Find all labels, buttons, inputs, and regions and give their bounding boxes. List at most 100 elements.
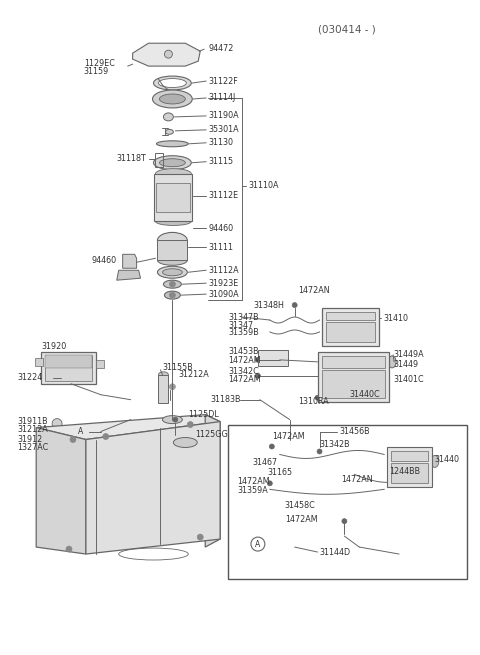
Circle shape — [53, 438, 61, 445]
Ellipse shape — [431, 455, 439, 468]
Circle shape — [342, 519, 347, 523]
Text: 31111: 31111 — [208, 243, 233, 252]
Text: A: A — [78, 427, 84, 436]
Ellipse shape — [166, 129, 173, 134]
Text: 31130: 31130 — [208, 138, 233, 147]
Circle shape — [66, 546, 72, 552]
Circle shape — [173, 417, 178, 422]
Circle shape — [169, 292, 175, 298]
Text: 1125GG: 1125GG — [195, 430, 228, 439]
Text: 31410: 31410 — [383, 314, 408, 322]
Polygon shape — [123, 254, 137, 269]
Text: 31110A: 31110A — [248, 181, 278, 190]
Bar — [45, 355, 92, 381]
Bar — [156, 183, 190, 212]
Ellipse shape — [159, 159, 185, 166]
Bar — [325, 322, 375, 342]
Ellipse shape — [164, 113, 173, 121]
Text: 31359B: 31359B — [228, 328, 259, 337]
Polygon shape — [86, 422, 220, 554]
Text: 31112A: 31112A — [208, 266, 239, 274]
Bar — [228, 424, 467, 579]
Ellipse shape — [162, 269, 182, 276]
Circle shape — [53, 445, 61, 453]
Text: 94472: 94472 — [208, 44, 234, 52]
Text: 31449A: 31449A — [393, 350, 424, 360]
Ellipse shape — [157, 267, 187, 278]
Text: 31115: 31115 — [208, 157, 233, 166]
Text: 31122F: 31122F — [208, 77, 238, 86]
Bar — [325, 312, 375, 320]
Text: 31183B: 31183B — [210, 395, 240, 404]
Ellipse shape — [154, 76, 192, 90]
Text: 31090A: 31090A — [208, 290, 239, 299]
Text: 31212A: 31212A — [179, 370, 209, 379]
Circle shape — [187, 422, 193, 428]
Bar — [391, 451, 428, 461]
Text: 31440: 31440 — [435, 455, 460, 464]
Ellipse shape — [157, 233, 187, 248]
Text: 1472AM: 1472AM — [285, 515, 317, 524]
Text: 31165: 31165 — [268, 468, 293, 477]
Bar — [155, 174, 192, 221]
Ellipse shape — [153, 90, 192, 108]
Text: 31449: 31449 — [393, 360, 418, 369]
Ellipse shape — [162, 416, 182, 424]
Text: 1327AC: 1327AC — [17, 443, 48, 452]
Bar — [96, 360, 104, 368]
Circle shape — [70, 436, 76, 443]
Polygon shape — [117, 271, 141, 280]
Text: 31458C: 31458C — [285, 500, 315, 510]
Text: 31112E: 31112E — [208, 191, 238, 200]
Text: 31155B: 31155B — [162, 364, 193, 372]
Bar — [45, 355, 92, 368]
Text: 31453B: 31453B — [228, 347, 259, 356]
Text: 31114J: 31114J — [208, 94, 235, 102]
Circle shape — [164, 194, 173, 204]
Bar — [322, 356, 385, 368]
Ellipse shape — [158, 79, 186, 88]
Text: 35301A: 35301A — [208, 125, 239, 134]
Circle shape — [103, 434, 109, 440]
Polygon shape — [132, 43, 200, 66]
Bar — [391, 464, 428, 483]
Text: 94460: 94460 — [92, 256, 117, 265]
Bar — [41, 352, 96, 384]
Bar — [322, 370, 385, 398]
Text: 1310RA: 1310RA — [298, 397, 328, 406]
Circle shape — [267, 481, 272, 486]
Ellipse shape — [158, 372, 168, 378]
Polygon shape — [36, 428, 86, 554]
Circle shape — [269, 444, 274, 449]
Circle shape — [169, 384, 175, 390]
Text: 1472AM: 1472AM — [237, 477, 270, 486]
Bar — [35, 358, 43, 366]
Polygon shape — [36, 415, 220, 440]
Ellipse shape — [156, 169, 192, 179]
Text: 31342C: 31342C — [228, 367, 259, 377]
Text: 31144D: 31144D — [320, 548, 351, 557]
Text: 31342B: 31342B — [320, 440, 350, 449]
Circle shape — [292, 303, 297, 308]
Ellipse shape — [156, 217, 192, 225]
Text: 31359A: 31359A — [237, 486, 268, 495]
Ellipse shape — [164, 280, 181, 288]
Bar — [156, 153, 164, 166]
Ellipse shape — [154, 156, 192, 170]
Text: 31912: 31912 — [17, 435, 43, 444]
Circle shape — [255, 358, 260, 362]
Text: 31440C: 31440C — [349, 390, 380, 399]
Text: 31401C: 31401C — [393, 375, 424, 384]
Ellipse shape — [388, 356, 396, 368]
Bar — [322, 308, 379, 346]
Bar — [258, 350, 288, 366]
Text: 31911B: 31911B — [17, 417, 48, 426]
Bar — [158, 375, 168, 403]
Text: 1472AM: 1472AM — [228, 356, 261, 365]
Circle shape — [169, 281, 175, 287]
Text: 94460: 94460 — [208, 224, 233, 233]
Circle shape — [165, 50, 172, 58]
Circle shape — [52, 426, 62, 436]
Text: 31118T: 31118T — [117, 154, 146, 163]
Text: 31923E: 31923E — [208, 278, 239, 288]
